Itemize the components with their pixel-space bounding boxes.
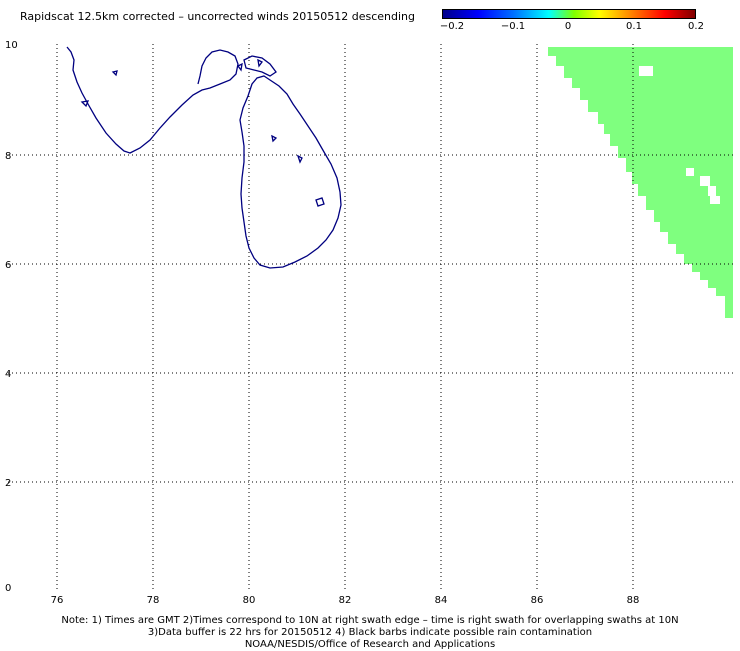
island <box>80 100 90 108</box>
x-tick-label: 88 <box>627 595 640 606</box>
colorbar-label: −0.1 <box>500 21 526 32</box>
island <box>271 134 278 143</box>
colorbar-label: 0.2 <box>688 21 704 32</box>
colorbar-label: −0.2 <box>439 21 465 32</box>
footer-note-line: Note: 1) Times are GMT 2)Times correspon… <box>61 615 679 626</box>
x-tick-label: 82 <box>339 595 352 606</box>
chart-title: Rapidscat 12.5km corrected – uncorrected… <box>20 10 416 23</box>
x-tick-label: 86 <box>531 595 544 606</box>
island <box>237 62 243 72</box>
footer-notes: Note: 1) Times are GMT 2)Times correspon… <box>0 615 740 651</box>
grid-lines <box>8 44 735 590</box>
x-tick-label: 78 <box>147 595 160 606</box>
wind-swath <box>548 47 733 318</box>
swath-gap <box>708 186 716 196</box>
sri-lanka-coastline <box>239 75 342 269</box>
colorbar-label: 0 <box>564 21 572 32</box>
y-tick-label: 4 <box>5 369 11 380</box>
y-tick-label: 8 <box>5 151 11 162</box>
island <box>257 58 263 68</box>
y-tick-label: 2 <box>5 478 11 489</box>
island <box>111 70 118 77</box>
coastlines <box>66 46 342 269</box>
y-tick-label: 6 <box>5 260 11 271</box>
swath-gap <box>710 196 720 204</box>
swath-gap <box>639 66 653 76</box>
island <box>296 154 303 164</box>
swath-region <box>548 47 733 318</box>
jaffna-peninsula <box>243 55 277 77</box>
colorbar <box>442 9 696 19</box>
swath-gap <box>700 176 710 186</box>
footer-credit: NOAA/NESDIS/Office of Research and Appli… <box>244 639 496 650</box>
x-tick-label: 84 <box>435 595 448 606</box>
x-tick-label: 76 <box>51 595 64 606</box>
swath-gap <box>686 168 694 176</box>
india-coastline <box>66 46 239 154</box>
y-tick-label: 10 <box>5 40 18 51</box>
x-tick-label: 80 <box>243 595 256 606</box>
footer-note-line: 3)Data buffer is 22 hrs for 20150512 4) … <box>147 627 593 638</box>
y-tick-label: 0 <box>5 583 11 594</box>
colorbar-label: 0.1 <box>626 21 642 32</box>
island <box>315 197 325 207</box>
